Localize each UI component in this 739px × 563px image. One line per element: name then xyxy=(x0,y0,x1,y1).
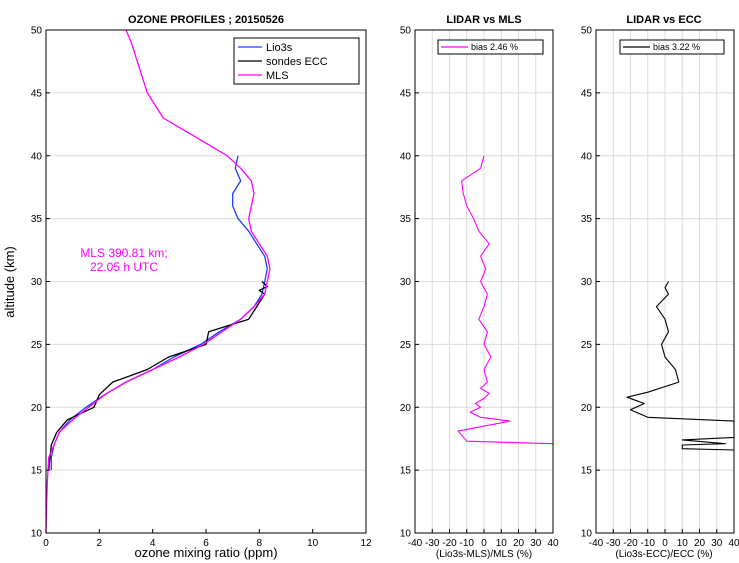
y-tick-label: 20 xyxy=(31,403,43,414)
tick-labels: 10 15 20 25 30 35 40 45 50 -40 -30 -20 -10 0 10 20 30 40 xyxy=(400,26,559,550)
x-tick-label: 12 xyxy=(360,538,372,549)
panel-title: OZONE PROFILES ; 20150526 xyxy=(128,14,284,26)
panel-title: LIDAR vs ECC xyxy=(626,14,701,26)
annotation-line-2: 22.05 h UTC xyxy=(90,260,158,274)
tick-labels: 10 15 20 25 30 35 40 45 50 -40 -30 -20 -10 0 10 20 30 40 xyxy=(581,26,739,550)
series-lines xyxy=(457,155,554,445)
y-tick-label: 45 xyxy=(400,88,412,99)
legend-entry-bias: bias 3.22 % xyxy=(653,42,700,52)
x-axis-label: (Lio3s-MLS)/MLS (%) xyxy=(436,549,532,560)
x-tick-label: -40 xyxy=(408,538,423,549)
x-tick-label: 40 xyxy=(728,538,739,549)
y-tick-label: 15 xyxy=(581,466,593,477)
y-tick-label: 10 xyxy=(31,529,43,540)
y-tick-label: 40 xyxy=(400,151,412,162)
tick-labels: 10 15 20 25 30 35 40 45 50 0 2 4 6 8 10 12 xyxy=(31,26,372,550)
legend-entry-lio3s: Lio3s xyxy=(266,42,293,54)
y-tick-label: 40 xyxy=(581,151,593,162)
x-tick-label: -30 xyxy=(425,538,440,549)
x-tick-label: 4 xyxy=(150,538,156,549)
y-tick-label: 25 xyxy=(400,340,412,351)
lidar-vs-mls-panel: LIDAR vs MLS 10 15 20 25 30 35 40 45 50 -40 -30 -20… xyxy=(400,14,559,560)
y-tick-label: 30 xyxy=(31,277,43,288)
panel-title: LIDAR vs MLS xyxy=(446,14,521,26)
grid xyxy=(415,30,553,533)
y-tick-label: 30 xyxy=(581,277,593,288)
x-axis-label: ozone mixing ratio (ppm) xyxy=(134,545,277,560)
series-line-mls xyxy=(45,29,271,534)
y-tick-label: 15 xyxy=(400,466,412,477)
y-axis-label: altitude (km) xyxy=(2,246,17,318)
series-line-bias-2-46- xyxy=(457,155,554,445)
series-lines xyxy=(626,281,735,451)
x-tick-label: 10 xyxy=(496,538,508,549)
x-tick-label: 30 xyxy=(711,538,723,549)
x-tick-label: 0 xyxy=(662,538,668,549)
x-tick-label: 40 xyxy=(547,538,559,549)
legend-entry-ecc: sondes ECC xyxy=(266,56,328,68)
y-tick-label: 35 xyxy=(581,214,593,225)
y-tick-label: 35 xyxy=(400,214,412,225)
x-tick-label: -30 xyxy=(606,538,621,549)
y-tick-label: 50 xyxy=(31,26,43,37)
legend-box xyxy=(619,39,725,55)
y-tick-label: 15 xyxy=(31,466,43,477)
x-tick-label: 20 xyxy=(513,538,525,549)
legend: bias 2.46 % xyxy=(437,39,544,55)
annotation-line-1: MLS 390.81 km; xyxy=(80,246,167,260)
x-tick-label: -10 xyxy=(641,538,656,549)
y-tick-label: 50 xyxy=(581,26,593,37)
x-axis-label: (Lio3s-ECC)/ECC (%) xyxy=(615,549,712,560)
y-tick-label: 30 xyxy=(400,277,412,288)
y-tick-label: 45 xyxy=(581,88,593,99)
y-tick-label: 45 xyxy=(31,88,43,99)
lidar-vs-ecc-panel: LIDAR vs ECC 10 15 20 25 30 35 40 45 50 -40 -30 -20… xyxy=(581,14,739,560)
ozone-profiles-panel: OZONE PROFILES ; 20150526 10152025303540… xyxy=(2,14,372,560)
x-tick-label: 10 xyxy=(307,538,319,549)
y-tick-label: 40 xyxy=(31,151,43,162)
y-tick-label: 25 xyxy=(581,340,593,351)
legend: Lio3s sondes ECC MLS xyxy=(233,37,360,85)
x-tick-label: 2 xyxy=(97,538,103,549)
y-tick-label: 25 xyxy=(31,340,43,351)
y-tick-label: 20 xyxy=(581,403,593,414)
x-tick-label: -20 xyxy=(442,538,457,549)
legend-entry-mls: MLS xyxy=(266,70,289,82)
y-tick-label: 35 xyxy=(31,214,43,225)
x-tick-label: 8 xyxy=(257,538,263,549)
y-tick-label: 10 xyxy=(400,529,412,540)
x-tick-label: 0 xyxy=(481,538,487,549)
legend: bias 3.22 % xyxy=(619,39,725,55)
y-tick-label: 10 xyxy=(581,529,593,540)
series-lines xyxy=(45,29,271,534)
x-tick-label: 20 xyxy=(694,538,706,549)
series-line-bias-3-22- xyxy=(626,281,735,451)
x-tick-label: 6 xyxy=(203,538,209,549)
x-tick-label: 0 xyxy=(43,538,49,549)
x-tick-label: 30 xyxy=(530,538,542,549)
x-tick-label: 10 xyxy=(677,538,689,549)
x-tick-label: -40 xyxy=(589,538,604,549)
legend-box xyxy=(437,39,544,55)
x-tick-label: -20 xyxy=(623,538,638,549)
series-line-sondes-ecc xyxy=(48,281,268,471)
x-tick-label: -10 xyxy=(460,538,475,549)
legend-entry-bias: bias 2.46 % xyxy=(471,42,518,52)
y-tick-label: 20 xyxy=(400,403,412,414)
y-tick-label: 50 xyxy=(400,26,412,37)
grid xyxy=(46,92,366,471)
